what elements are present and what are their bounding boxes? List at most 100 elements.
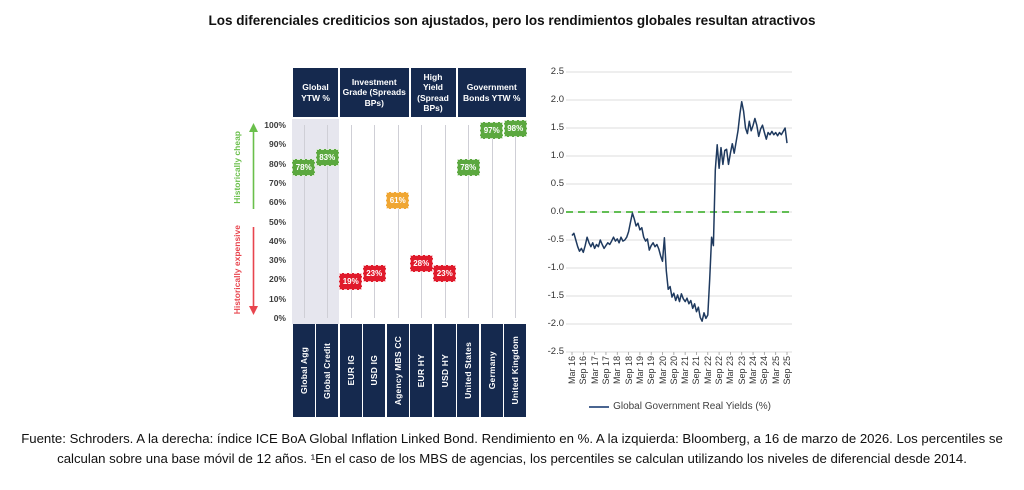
column-gridline <box>327 125 329 318</box>
x-tick-label-text: Sep 17 <box>600 356 611 385</box>
x-tick-label-text: Sep 24 <box>759 356 770 385</box>
y-axis-label: 1.5 <box>550 122 564 133</box>
x-tick-label: Sep 25 <box>781 356 794 402</box>
x-tick-label-text: Mar 20 <box>657 356 668 385</box>
column-label: United Kingdom <box>504 324 527 417</box>
y-tick-label: 0% <box>273 313 286 323</box>
historically-cheap-label: Historically cheap <box>231 130 242 204</box>
column-label-text: USD HY <box>439 353 450 388</box>
x-tick-label-text: Sep 23 <box>736 356 747 385</box>
real-yields-chart: 2.5 2.0 1.5 1.0 0.5 0.0 -0.5 -1.0 -1.5 -2.0 -2.5 Ma… <box>540 60 820 430</box>
y-axis-label: 2.5 <box>550 66 564 77</box>
y-tick-label: 100% <box>264 120 286 130</box>
column-label: Global Agg <box>292 324 315 417</box>
source-note: Fuente: Schroders. A la derecha: índice … <box>21 431 1003 466</box>
figure-title: Los diferenciales crediticios son ajusta… <box>208 13 816 28</box>
x-tick-label-text: Mar 22 <box>702 356 713 385</box>
percentile-marker: 61% <box>386 191 410 209</box>
percentile-marker: 78% <box>292 158 316 176</box>
column-gridline <box>468 125 470 318</box>
column-label: USD IG <box>363 324 386 417</box>
percentile-marker: 23% <box>362 265 386 283</box>
column-label-text: EUR HY <box>416 353 427 388</box>
column-label: USD HY <box>433 324 456 417</box>
column-gridline <box>397 125 399 318</box>
column-label: United States <box>457 324 480 417</box>
column-label-text: Global Credit <box>322 342 333 399</box>
column-gridline <box>350 125 352 318</box>
line-chart-plot <box>566 71 792 355</box>
legend-label: Global Government Real Yields (%) <box>613 401 771 412</box>
x-tick-label-text: Sep 16 <box>578 356 589 385</box>
y-axis-label: -2.0 <box>547 318 564 329</box>
x-tick-label-text: Sep 25 <box>782 356 792 385</box>
column-gridline <box>303 125 305 318</box>
x-tick-label-text: Mar 24 <box>748 356 759 385</box>
percentile-marker: 28% <box>409 255 433 273</box>
y-axis-label: 0.5 <box>550 178 564 189</box>
column-gridline <box>421 125 423 318</box>
y-axis-label: -0.5 <box>547 234 564 245</box>
column-label-text: USD IG <box>369 355 380 386</box>
column-label-text: United Kingdom <box>510 336 521 405</box>
yield-line <box>571 100 788 322</box>
y-axis-label: -1.0 <box>547 262 564 273</box>
column-label: Global Credit <box>316 324 339 417</box>
percentile-marker: 97% <box>480 122 504 140</box>
x-tick-label-text: Mar 25 <box>770 356 781 385</box>
y-tick-label: 90% <box>268 139 286 150</box>
column-label: EUR HY <box>410 324 433 417</box>
column-label: EUR IG <box>339 324 362 417</box>
x-tick-label-text: Sep 22 <box>714 356 725 385</box>
group-header: Government Bonds YTW % <box>457 68 526 117</box>
percentile-marker: 19% <box>339 272 363 290</box>
percentile-marker: 23% <box>433 265 457 283</box>
column-label-text: Global Agg <box>298 346 309 394</box>
legend-line-marker <box>589 405 610 408</box>
column-gridline <box>374 125 376 318</box>
y-tick-label: 10% <box>268 293 286 304</box>
chart-legend: Global Government Real Yields (%) <box>550 401 810 412</box>
historically-expensive-label: Historically expensive <box>231 225 242 315</box>
percentile-marker: 98% <box>503 120 527 138</box>
y-axis-label: -2.5 <box>547 346 564 357</box>
group-header: High Yield (Spread BPs) <box>410 68 456 117</box>
column-gridline <box>491 125 493 318</box>
y-tick-label: 70% <box>268 177 286 188</box>
y-axis-label: 1.0 <box>550 150 564 161</box>
percentile-marker: 83% <box>315 149 339 167</box>
x-tick-label-text: Sep 19 <box>646 356 657 385</box>
column-label-text: Germany <box>486 351 497 390</box>
percentile-marker: 78% <box>456 158 480 176</box>
y-axis-label: 0.0 <box>550 206 564 217</box>
column-label: Germany <box>480 324 503 417</box>
column-label: Agency MBS CC <box>386 324 409 417</box>
y-axis-label: -1.5 <box>547 290 564 301</box>
column-label-text: United States <box>463 342 474 399</box>
y-tick-label: 30% <box>268 255 286 266</box>
column-label-text: Agency MBS CC <box>392 335 403 406</box>
x-tick-label-text: Mar 16 <box>567 356 577 385</box>
y-tick-label: 20% <box>268 274 286 285</box>
y-tick-label: 40% <box>268 235 286 246</box>
column-gridline <box>515 125 517 318</box>
up-arrow-icon <box>249 123 258 209</box>
y-tick-label: 60% <box>268 197 286 208</box>
x-tick-label-text: Sep 18 <box>623 356 634 385</box>
column-label-text: EUR IG <box>345 355 356 386</box>
x-tick-label-text: Mar 21 <box>680 356 691 385</box>
x-tick-label-text: Sep 20 <box>668 356 679 385</box>
x-tick-label-text: Mar 23 <box>725 356 736 385</box>
y-tick-label: 50% <box>268 216 286 227</box>
column-gridline <box>444 125 446 318</box>
x-tick-label-text: Mar 17 <box>589 356 600 385</box>
x-tick-label-text: Mar 18 <box>612 356 623 385</box>
y-tick-label: 80% <box>268 158 286 169</box>
group-header: Global YTW % <box>293 68 338 117</box>
y-axis-label: 2.0 <box>550 94 564 105</box>
down-arrow-icon <box>249 227 258 315</box>
x-tick-label-text: Mar 19 <box>634 356 645 385</box>
group-header: Investment Grade (Spreads BPs) <box>340 68 409 117</box>
